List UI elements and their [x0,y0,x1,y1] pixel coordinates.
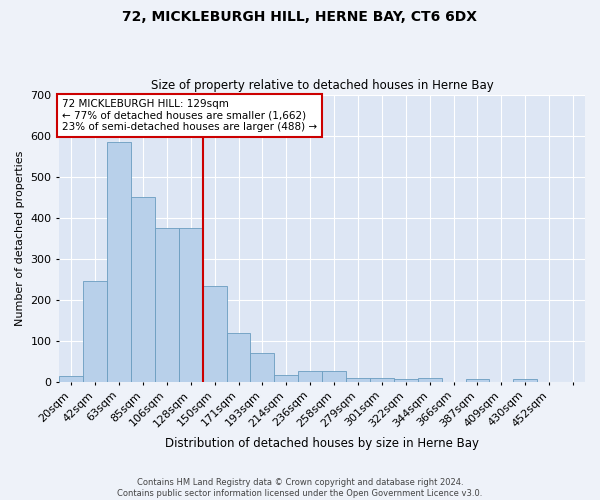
Bar [203,286,227,382]
Bar [418,378,442,382]
Bar [370,378,394,382]
Text: 72, MICKLEBURGH HILL, HERNE BAY, CT6 6DX: 72, MICKLEBURGH HILL, HERNE BAY, CT6 6DX [122,10,478,24]
Bar [514,379,537,382]
Bar [346,378,370,382]
Bar [155,228,179,382]
Bar [59,376,83,382]
Bar [298,370,322,382]
Bar [466,379,490,382]
Bar [227,333,250,382]
Y-axis label: Number of detached properties: Number of detached properties [15,150,25,326]
Bar [322,370,346,382]
Bar [274,374,298,382]
Text: 72 MICKLEBURGH HILL: 129sqm
← 77% of detached houses are smaller (1,662)
23% of : 72 MICKLEBURGH HILL: 129sqm ← 77% of det… [62,99,317,132]
Bar [83,282,107,382]
Text: Contains HM Land Registry data © Crown copyright and database right 2024.
Contai: Contains HM Land Registry data © Crown c… [118,478,482,498]
Bar [394,379,418,382]
Bar [250,354,274,382]
X-axis label: Distribution of detached houses by size in Herne Bay: Distribution of detached houses by size … [165,437,479,450]
Bar [179,228,203,382]
Title: Size of property relative to detached houses in Herne Bay: Size of property relative to detached ho… [151,79,494,92]
Bar [107,142,131,382]
Bar [131,197,155,382]
